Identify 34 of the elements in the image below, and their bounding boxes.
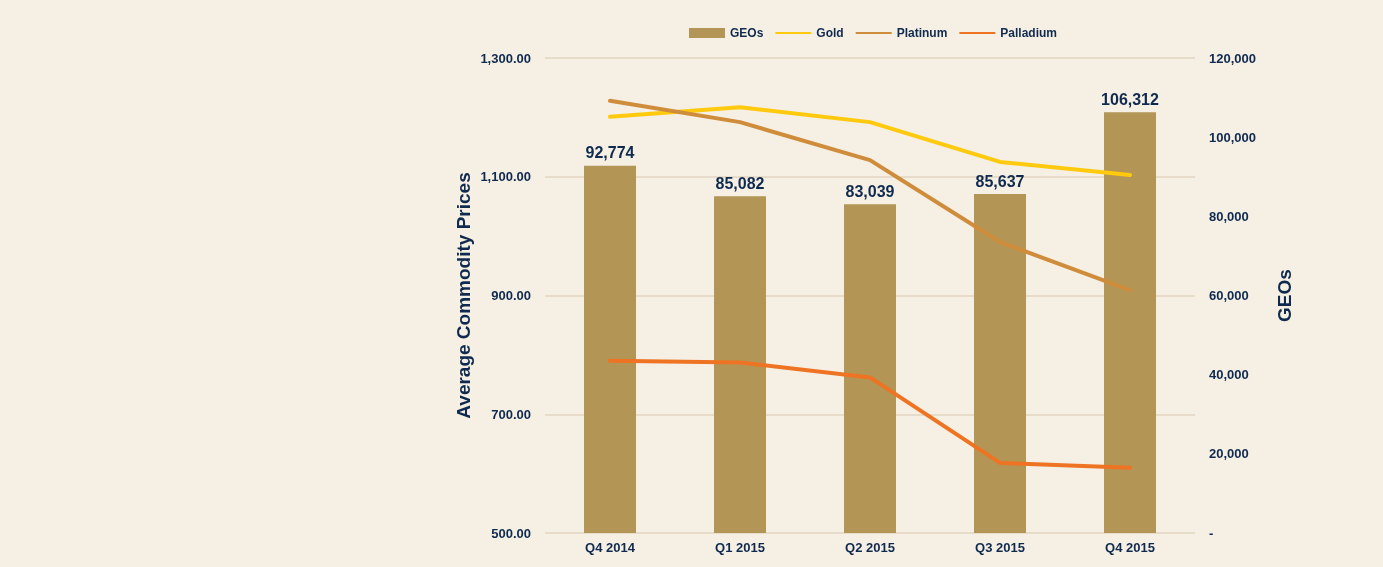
y2-tick-label: 60,000	[1209, 288, 1249, 303]
y-tick-label: 500.00	[491, 525, 531, 541]
y2-axis-title: GEOs	[1274, 269, 1295, 322]
x-tick-label: Q4 2014	[585, 540, 636, 555]
legend-label: GEOs	[730, 26, 764, 40]
y2-tick-label: 100,000	[1209, 129, 1256, 145]
y-tick-label: 1,300.00	[480, 50, 531, 66]
x-tick-label: Q4 2015	[1105, 540, 1155, 555]
data-label: 83,039	[845, 182, 895, 200]
bar	[1104, 112, 1156, 533]
y2-tick-label: 20,000	[1209, 446, 1249, 462]
data-label: 106,312	[1101, 90, 1160, 108]
x-tick-label: Q1 2015	[715, 540, 765, 555]
legend-label: Palladium	[1000, 26, 1058, 40]
y-tick-label: 900.00	[491, 288, 531, 303]
y2-tick-label: 80,000	[1209, 208, 1249, 224]
y-tick-label: 700.00	[491, 406, 531, 422]
data-label: 85,082	[715, 174, 765, 192]
data-label: 92,774	[585, 144, 635, 162]
y-tick-label: 1,100.00	[480, 169, 531, 185]
x-tick-label: Q3 2015	[975, 540, 1025, 555]
y2-tick-label: 120,000	[1209, 50, 1256, 66]
y2-tick-label: -	[1209, 525, 1214, 541]
data-label: 85,637	[975, 172, 1025, 190]
y2-tick-label: 40,000	[1209, 367, 1249, 383]
x-tick-label: Q2 2015	[845, 540, 895, 555]
legend-label: Platinum	[896, 26, 948, 40]
line-series	[608, 358, 1132, 470]
bar	[844, 204, 896, 533]
y-axis-title: Average Commodity Prices	[453, 172, 474, 419]
legend-label: Gold	[816, 26, 844, 40]
bar	[584, 165, 636, 533]
bar	[714, 196, 766, 533]
bar	[974, 194, 1026, 533]
